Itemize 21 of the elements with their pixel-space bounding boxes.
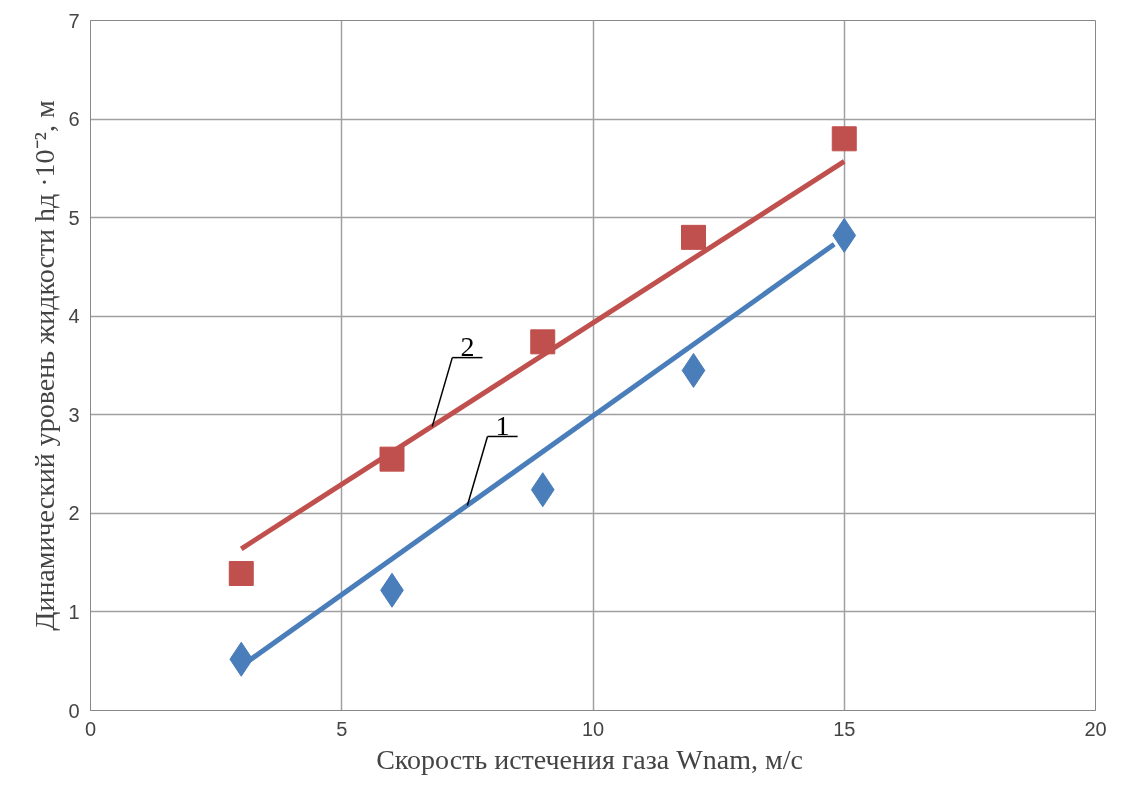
x-tick-label: 0 [84, 717, 97, 740]
x-tick-label: 20 [1084, 717, 1107, 740]
y-axis-title: Динамический уровень жидкости hд ·10⁻², м [29, 100, 61, 631]
annotation: 2 [460, 330, 475, 362]
x-axis-title: Скорость истечения газа Wnam, м/с [376, 743, 803, 775]
x-tick-label: 5 [336, 717, 348, 740]
y-tick-label: 3 [68, 403, 80, 426]
x-tick-label: 15 [833, 717, 856, 740]
point [681, 224, 706, 250]
y-tick-label: 0 [68, 699, 80, 722]
point [831, 126, 857, 152]
annotation: 1 [495, 409, 510, 441]
y-tick-label: 6 [68, 108, 80, 131]
y-tick-label: 1 [68, 600, 80, 623]
point [530, 329, 556, 355]
y-tick-label: 5 [68, 206, 80, 229]
y-tick-label: 2 [68, 502, 80, 525]
y-tick-label: 7 [68, 9, 80, 32]
x-tick-label: 10 [581, 717, 605, 740]
y-tick-label: 4 [68, 305, 80, 328]
point [228, 560, 254, 586]
